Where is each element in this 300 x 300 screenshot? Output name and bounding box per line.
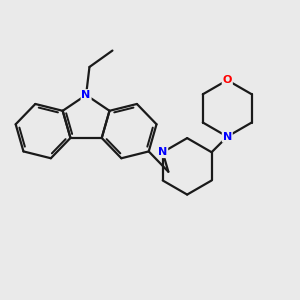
Text: N: N [223, 132, 232, 142]
Text: N: N [158, 147, 167, 157]
Text: O: O [223, 75, 232, 85]
Text: N: N [82, 90, 91, 100]
